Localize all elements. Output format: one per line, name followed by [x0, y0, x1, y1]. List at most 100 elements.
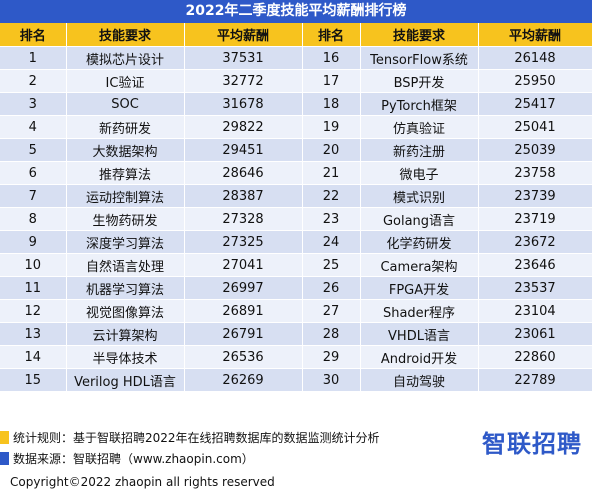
cell-skill-right: 仿真验证 — [360, 115, 479, 139]
cell-rank-right: 16 — [302, 46, 361, 70]
cell-rank-right: 19 — [302, 115, 361, 139]
cell-skill-left: 深度学习算法 — [66, 230, 185, 254]
cell-skill-right: 新药注册 — [360, 138, 479, 162]
cell-salary-right: 22860 — [478, 345, 592, 369]
cell-rank-left: 13 — [0, 322, 67, 346]
table-row: 2 IC验证 32772 17 BSP开发 25950 — [0, 69, 592, 93]
cell-salary-right: 23104 — [478, 299, 592, 323]
table-row: 4 新药研发 29822 19 仿真验证 25041 — [0, 115, 592, 139]
cell-rank-left: 1 — [0, 46, 67, 70]
table-row: 13 云计算架构 26791 28 VHDL语言 23061 — [0, 322, 592, 346]
cell-rank-right: 27 — [302, 299, 361, 323]
cell-skill-left: 机器学习算法 — [66, 276, 185, 300]
cell-rank-left: 4 — [0, 115, 67, 139]
cell-rank-left: 9 — [0, 230, 67, 254]
cell-skill-right: Camera架构 — [360, 253, 479, 277]
cell-skill-right: Shader程序 — [360, 299, 479, 323]
data-source-note: 数据来源：智联招聘（www.zhaopin.com） — [0, 451, 254, 467]
cell-rank-left: 3 — [0, 92, 67, 116]
cell-salary-left: 27041 — [184, 253, 303, 277]
cell-rank-left: 12 — [0, 299, 67, 323]
stat-rule-note: 统计规则：基于智联招聘2022年在线招聘数据库的数据监测统计分析 — [0, 430, 380, 446]
header-skill-right: 技能要求 — [360, 23, 479, 47]
cell-skill-left: Verilog HDL语言 — [66, 368, 185, 392]
cell-salary-left: 37531 — [184, 46, 303, 70]
table-row: 7 运动控制算法 28387 22 模式识别 23739 — [0, 184, 592, 208]
cell-skill-left: SOC — [66, 92, 185, 116]
cell-rank-left: 15 — [0, 368, 67, 392]
table-row: 3 SOC 31678 18 PyTorch框架 25417 — [0, 92, 592, 116]
cell-rank-right: 20 — [302, 138, 361, 162]
cell-skill-right: 微电子 — [360, 161, 479, 185]
cell-salary-left: 26791 — [184, 322, 303, 346]
header-salary-right: 平均薪酬 — [478, 23, 592, 47]
cell-rank-right: 25 — [302, 253, 361, 277]
blue-square-icon — [0, 452, 9, 465]
table-row: 9 深度学习算法 27325 24 化学药研发 23672 — [0, 230, 592, 254]
table-row: 5 大数据架构 29451 20 新药注册 25039 — [0, 138, 592, 162]
cell-rank-left: 7 — [0, 184, 67, 208]
cell-salary-left: 27328 — [184, 207, 303, 231]
table-row: 12 视觉图像算法 26891 27 Shader程序 23104 — [0, 299, 592, 323]
cell-salary-right: 23719 — [478, 207, 592, 231]
cell-rank-left: 5 — [0, 138, 67, 162]
table-header-row: 排名 技能要求 平均薪酬 排名 技能要求 平均薪酬 — [0, 23, 592, 47]
cell-rank-right: 22 — [302, 184, 361, 208]
cell-rank-left: 2 — [0, 69, 67, 93]
cell-salary-right: 23537 — [478, 276, 592, 300]
cell-rank-left: 14 — [0, 345, 67, 369]
cell-salary-right: 23758 — [478, 161, 592, 185]
cell-salary-left: 26891 — [184, 299, 303, 323]
cell-salary-left: 31678 — [184, 92, 303, 116]
copyright-text: Copyright©2022 zhaopin all rights reserv… — [10, 475, 275, 489]
cell-salary-right: 23061 — [478, 322, 592, 346]
cell-skill-left: 大数据架构 — [66, 138, 185, 162]
cell-salary-left: 28646 — [184, 161, 303, 185]
cell-salary-right: 25417 — [478, 92, 592, 116]
cell-skill-right: BSP开发 — [360, 69, 479, 93]
table-body: 1 模拟芯片设计 37531 16 TensorFlow系统 26148 2 IC验证 3277… — [0, 46, 592, 392]
header-rank-left: 排名 — [0, 23, 67, 47]
stat-rule-text: 统计规则：基于智联招聘2022年在线招聘数据库的数据监测统计分析 — [13, 431, 380, 445]
header-salary-left: 平均薪酬 — [184, 23, 303, 47]
table-row: 10 自然语言处理 27041 25 Camera架构 23646 — [0, 253, 592, 277]
cell-skill-right: Golang语言 — [360, 207, 479, 231]
cell-salary-left: 26997 — [184, 276, 303, 300]
cell-skill-left: IC验证 — [66, 69, 185, 93]
table-row: 6 推荐算法 28646 21 微电子 23758 — [0, 161, 592, 185]
cell-skill-right: VHDL语言 — [360, 322, 479, 346]
cell-salary-right: 25950 — [478, 69, 592, 93]
cell-skill-right: 自动驾驶 — [360, 368, 479, 392]
cell-rank-right: 30 — [302, 368, 361, 392]
cell-salary-right: 23672 — [478, 230, 592, 254]
cell-skill-left: 推荐算法 — [66, 161, 185, 185]
cell-skill-left: 运动控制算法 — [66, 184, 185, 208]
cell-skill-right: 模式识别 — [360, 184, 479, 208]
cell-salary-right: 26148 — [478, 46, 592, 70]
cell-salary-right: 23646 — [478, 253, 592, 277]
yellow-square-icon — [0, 431, 9, 444]
cell-skill-right: 化学药研发 — [360, 230, 479, 254]
cell-rank-left: 10 — [0, 253, 67, 277]
cell-rank-left: 8 — [0, 207, 67, 231]
cell-rank-right: 23 — [302, 207, 361, 231]
data-source-text: 数据来源：智联招聘（www.zhaopin.com） — [13, 452, 254, 466]
cell-skill-right: FPGA开发 — [360, 276, 479, 300]
cell-rank-right: 18 — [302, 92, 361, 116]
cell-skill-left: 模拟芯片设计 — [66, 46, 185, 70]
cell-rank-right: 17 — [302, 69, 361, 93]
cell-rank-right: 26 — [302, 276, 361, 300]
cell-skill-left: 自然语言处理 — [66, 253, 185, 277]
cell-skill-left: 新药研发 — [66, 115, 185, 139]
cell-salary-left: 28387 — [184, 184, 303, 208]
cell-rank-left: 11 — [0, 276, 67, 300]
table-row: 1 模拟芯片设计 37531 16 TensorFlow系统 26148 — [0, 46, 592, 70]
cell-skill-left: 云计算架构 — [66, 322, 185, 346]
cell-skill-left: 生物药研发 — [66, 207, 185, 231]
table-row: 14 半导体技术 26536 29 Android开发 22860 — [0, 345, 592, 369]
table-row: 15 Verilog HDL语言 26269 30 自动驾驶 22789 — [0, 368, 592, 392]
cell-salary-right: 25041 — [478, 115, 592, 139]
cell-salary-right: 22789 — [478, 368, 592, 392]
cell-skill-left: 半导体技术 — [66, 345, 185, 369]
